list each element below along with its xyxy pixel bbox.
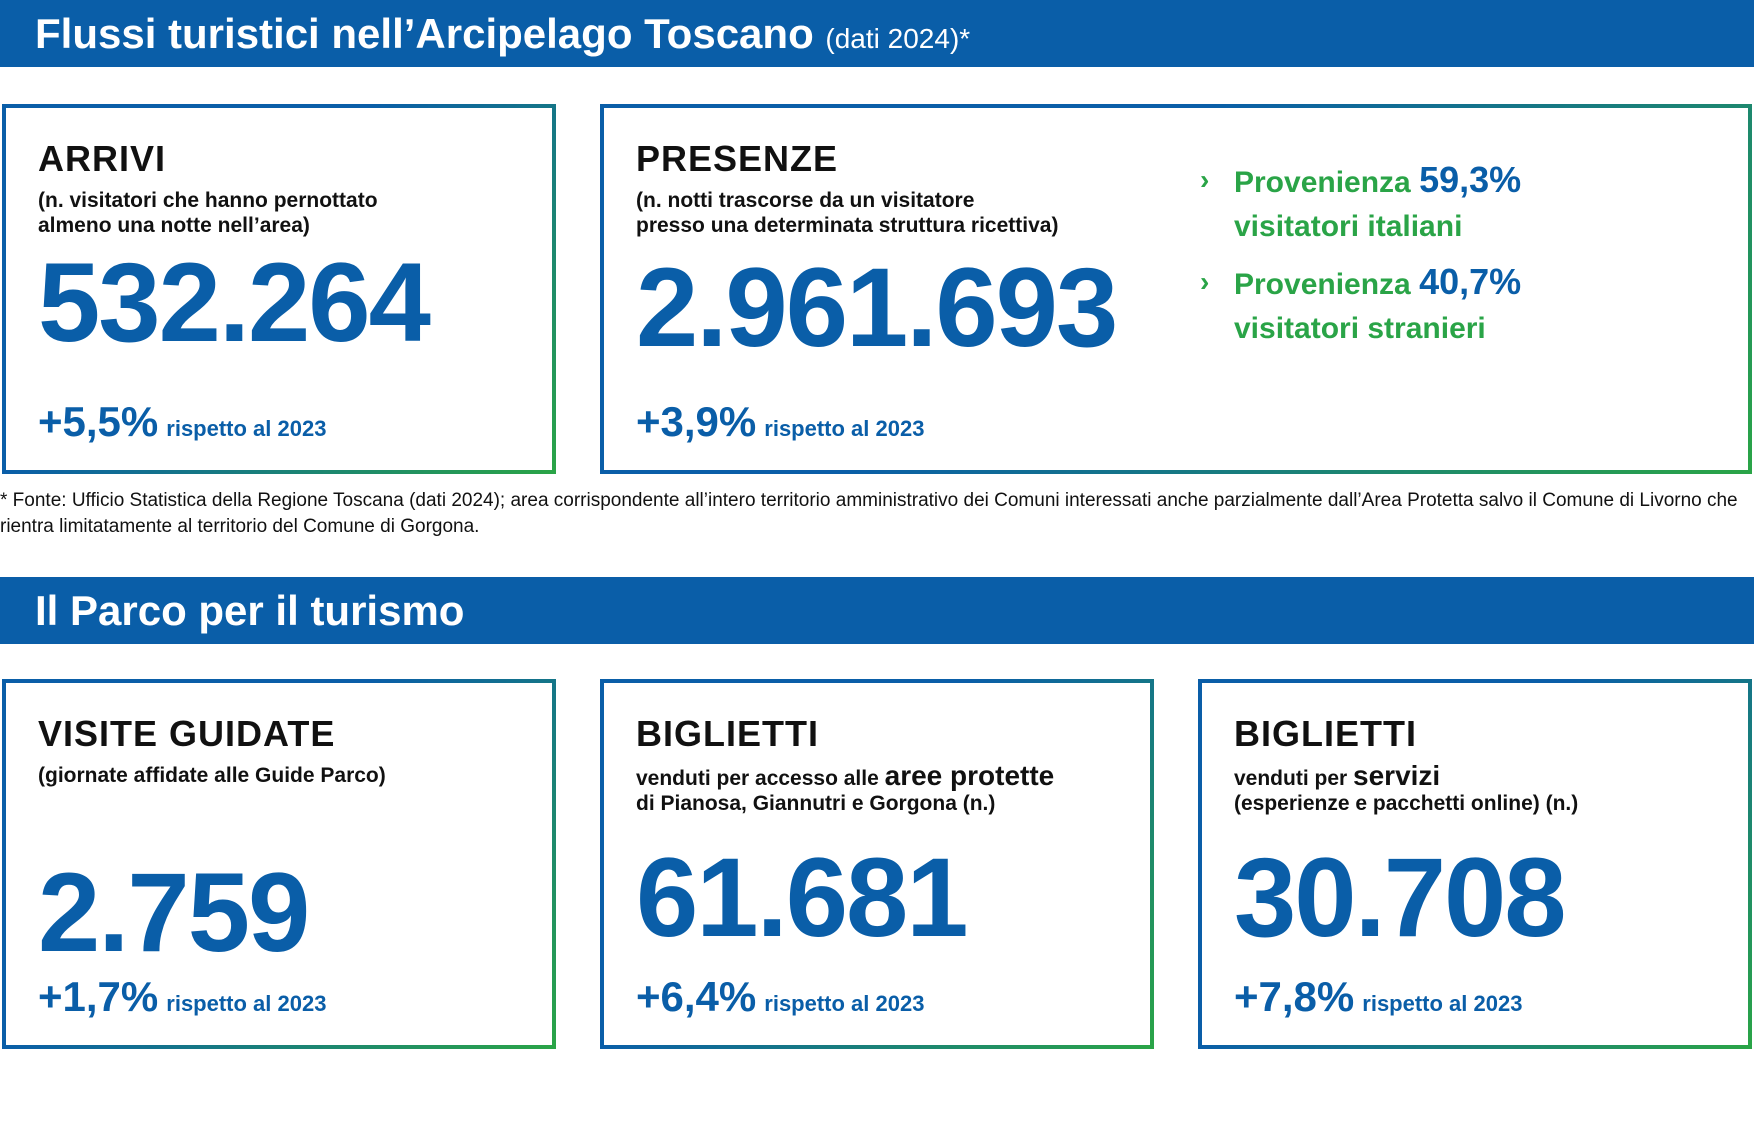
card-description: (n. notti trascorse da un visitatore pres… [636, 188, 1748, 238]
change-value: +3,9% [636, 398, 757, 445]
card: VISITE GUIDATE (giornate affidate alle G… [2, 679, 556, 1049]
card: BIGLIETTI venduti per servizi (esperienze… [1198, 679, 1752, 1049]
emphasis: servizi [1353, 760, 1441, 791]
change-note: rispetto al 2023 [166, 416, 327, 441]
card-title: VISITE GUIDATE [38, 713, 336, 754]
change-note: rispetto al 2023 [1362, 991, 1523, 1016]
line: (n. visitatori che hanno pernottato [38, 189, 378, 212]
big-value: 30.708 [1234, 835, 1567, 960]
big-value: 61.681 [636, 835, 969, 960]
emphasis: aree protette [884, 760, 1055, 791]
card-title: PRESENZE [636, 138, 839, 179]
card-title: BIGLIETTI [1234, 713, 1417, 754]
arrow-icon: › [1200, 266, 1210, 297]
card-description: (n. visitatori che hanno pernottato almen… [38, 188, 552, 238]
provenance: › Provenienza 59,3% visitatori italiani [1200, 158, 1522, 249]
text: venduti per accesso alle [636, 767, 879, 790]
change-note: rispetto al 2023 [166, 991, 327, 1016]
prefix: Provenienza [1234, 166, 1411, 199]
section-subtitle: (dati 2024)* [825, 23, 971, 54]
line: presso una determinata struttura ricetti… [636, 214, 1059, 237]
card: ARRIVI (n. visitatori che hanno pernotta… [2, 104, 556, 474]
change-value: +1,7% [38, 973, 159, 1020]
label: visitatori stranieri [1234, 312, 1486, 345]
card-description: (giornate affidate alle Guide Parco) [38, 764, 386, 787]
change-value: +5,5% [38, 398, 159, 445]
text: di Pianosa, Giannutri e Gorgona (n.) [636, 792, 996, 815]
big-value: 2.759 [38, 850, 310, 975]
card-description: venduti per accesso alle aree protette di… [636, 760, 1150, 816]
banner: Il Parco per il turismo [0, 577, 1754, 644]
card: PRESENZE (n. notti trascorse da un visit… [600, 104, 1752, 474]
card-title: ARRIVI [38, 138, 167, 179]
line: almeno una notte nell’area) [38, 214, 310, 237]
change-value: +7,8% [1234, 973, 1355, 1020]
change: +5,5% rispetto al 2023 [38, 398, 326, 446]
prefix: Provenienza [1234, 268, 1411, 301]
text: venduti per [1234, 767, 1348, 790]
label: visitatori italiani [1234, 210, 1463, 243]
change: +1,7% rispetto al 2023 [38, 973, 326, 1021]
footnote: * Fonte: Ufficio Statistica della Region… [0, 490, 1738, 537]
card-title: BIGLIETTI [636, 713, 819, 754]
line: (n. notti trascorse da un visitatore [636, 189, 975, 212]
section-title: Flussi turistici nell’Arcipelago Toscano [35, 10, 814, 57]
change: +3,9% rispetto al 2023 [636, 398, 924, 446]
text: (esperienze e pacchetti online) (n.) [1234, 792, 1579, 815]
big-value: 532.264 [38, 240, 431, 365]
percent: 40,7% [1419, 261, 1522, 302]
change-value: +6,4% [636, 973, 757, 1020]
change: +6,4% rispetto al 2023 [636, 973, 924, 1021]
card: BIGLIETTI venduti per accesso alle aree … [600, 679, 1154, 1049]
banner: Flussi turistici nell’Arcipelago Toscano… [0, 0, 1754, 67]
change-note: rispetto al 2023 [764, 416, 925, 441]
arrow-icon: › [1200, 164, 1210, 195]
change-note: rispetto al 2023 [764, 991, 925, 1016]
change: +7,8% rispetto al 2023 [1234, 973, 1522, 1021]
percent: 59,3% [1419, 159, 1522, 200]
big-value: 2.961.693 [636, 245, 1118, 370]
card-description: venduti per servizi (esperienze e pacchet… [1234, 760, 1748, 816]
provenance: › Provenienza 40,7% visitatori stranieri [1200, 260, 1522, 351]
